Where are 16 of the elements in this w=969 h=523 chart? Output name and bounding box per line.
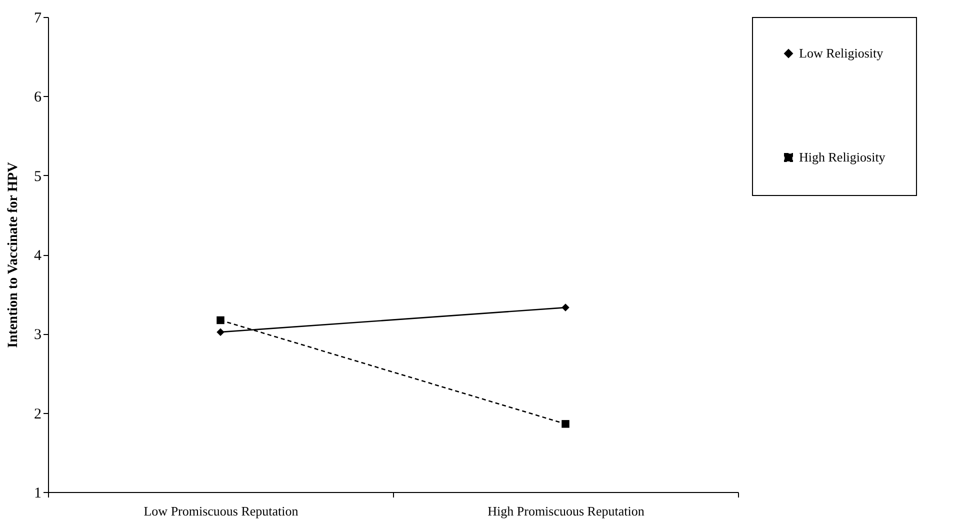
y-tick-label: 1 (34, 486, 42, 502)
point (216, 316, 224, 324)
y-tick-label: 4 (34, 248, 42, 264)
legend-label: Low Religiosity (799, 46, 884, 60)
x-tick-label: Low Promiscuous Reputation (144, 504, 299, 518)
y-tick-label: 2 (34, 406, 42, 422)
legend-label: High Religiosity (799, 150, 886, 164)
y-tick-label: 3 (34, 327, 42, 344)
x-tick-label: High Promiscuous Reputation (488, 504, 645, 518)
point (562, 304, 570, 312)
y-axis-title: Intention to Vaccinate for HPV (6, 162, 21, 348)
y-tick-label: 7 (34, 10, 42, 26)
point (216, 328, 224, 336)
point (562, 420, 570, 428)
y-tick-label: 6 (34, 90, 42, 106)
y-tick-label: 5 (34, 168, 42, 185)
